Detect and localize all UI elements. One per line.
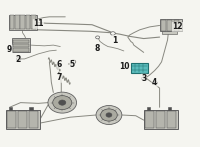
Circle shape (53, 96, 72, 110)
Text: 5: 5 (70, 60, 75, 69)
Circle shape (16, 57, 21, 61)
Text: 7: 7 (57, 73, 62, 82)
Text: 12: 12 (172, 22, 183, 31)
Bar (131, 63, 148, 73)
Bar (167, 20, 172, 31)
Bar (145, 111, 154, 128)
Bar (29, 107, 33, 110)
Text: 9: 9 (7, 45, 12, 54)
Circle shape (111, 32, 115, 35)
Text: 1: 1 (112, 36, 118, 45)
Bar (13, 40, 29, 43)
Circle shape (71, 60, 76, 64)
Bar (147, 107, 150, 110)
Bar (13, 44, 29, 47)
Text: 8: 8 (94, 44, 100, 53)
Circle shape (142, 77, 146, 80)
Bar (168, 107, 171, 110)
Text: 2: 2 (15, 55, 20, 64)
Text: 10: 10 (120, 62, 130, 71)
Bar (162, 31, 177, 34)
Bar (167, 111, 176, 128)
Bar (18, 111, 27, 128)
Bar (29, 111, 38, 128)
Bar (144, 110, 178, 129)
Circle shape (106, 113, 112, 117)
Circle shape (48, 92, 77, 113)
Bar (161, 20, 166, 31)
Bar (12, 38, 30, 52)
Bar (6, 110, 40, 129)
Bar (10, 15, 14, 29)
Bar (9, 107, 12, 110)
Text: 11: 11 (33, 20, 44, 29)
Circle shape (96, 36, 100, 39)
Bar (7, 111, 16, 128)
Bar (26, 15, 30, 29)
Circle shape (96, 106, 122, 125)
Bar (174, 20, 179, 31)
Bar (20, 15, 25, 29)
Text: 3: 3 (141, 74, 146, 83)
Circle shape (59, 100, 66, 105)
Circle shape (101, 109, 117, 121)
Bar (15, 15, 20, 29)
Circle shape (154, 82, 157, 84)
Bar (31, 15, 36, 29)
Bar (13, 49, 29, 52)
Text: 4: 4 (152, 78, 157, 87)
Bar (9, 15, 37, 30)
Bar (156, 111, 165, 128)
Bar (160, 19, 182, 31)
Text: 6: 6 (57, 60, 62, 69)
